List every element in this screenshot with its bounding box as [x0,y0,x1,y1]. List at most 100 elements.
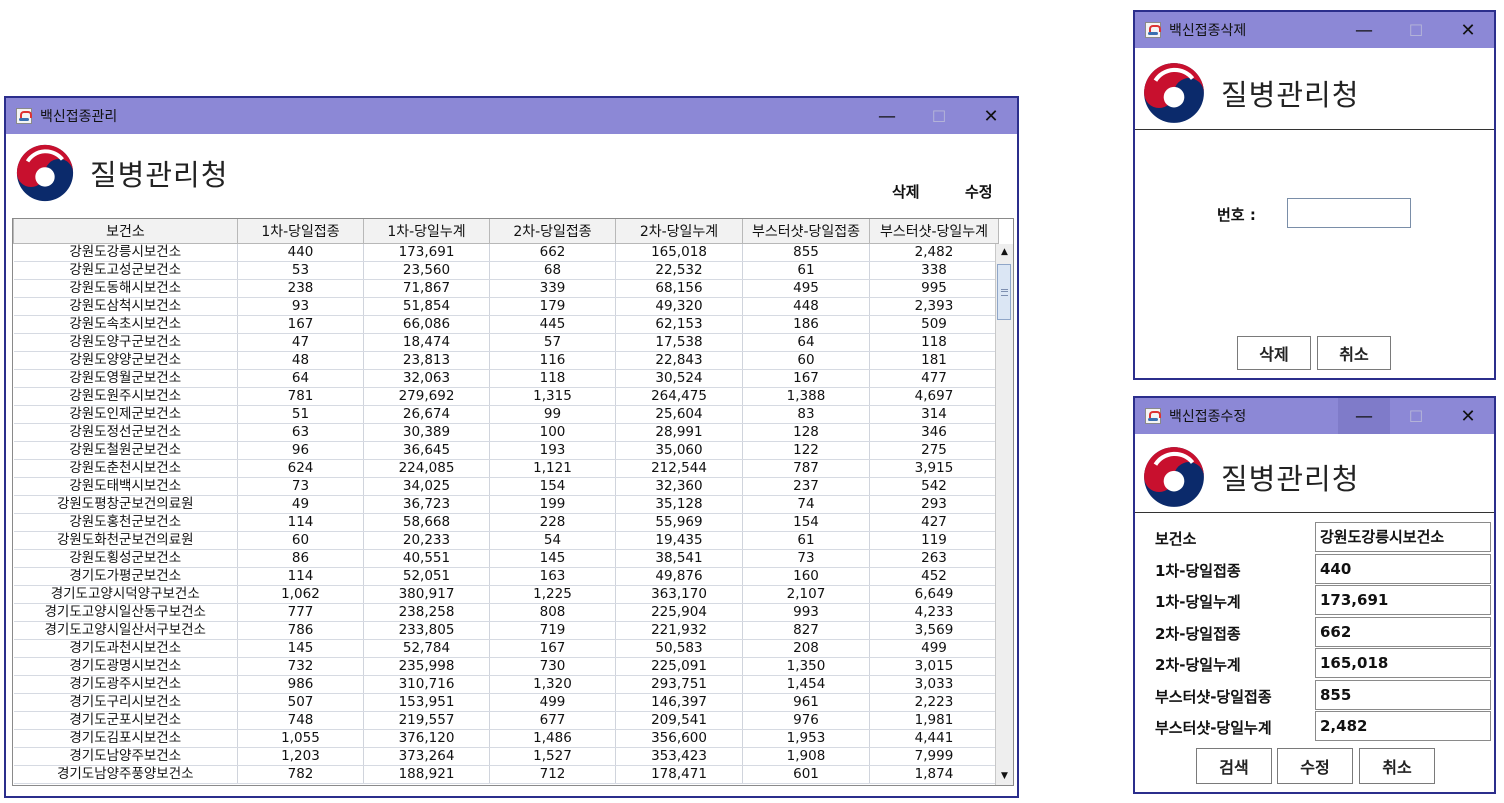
table-cell[interactable]: 212,544 [616,460,743,478]
vertical-scrollbar[interactable]: ▲ ▼ [995,244,1013,785]
table-cell[interactable]: 26,674 [364,406,490,424]
table-cell[interactable]: 55,969 [616,514,743,532]
table-cell[interactable]: 100 [490,424,616,442]
table-cell[interactable]: 228 [490,514,616,532]
minimize-button[interactable]: — [861,98,913,134]
table-cell[interactable]: 강원도인제군보건소 [14,406,238,424]
table-cell[interactable]: 199 [490,496,616,514]
table-cell[interactable]: 1,527 [490,748,616,766]
table-cell[interactable]: 경기도남양주보건소 [14,748,238,766]
table-cell[interactable]: 264,475 [616,388,743,406]
table-cell[interactable]: 3,015 [870,658,999,676]
table-cell[interactable]: 624 [238,460,364,478]
table-cell[interactable]: 1,225 [490,586,616,604]
table-cell[interactable]: 167 [238,316,364,334]
table-cell[interactable]: 35,060 [616,442,743,460]
table-row[interactable]: 강원도정선군보건소 63 30,389 100 28,991 128 346 [14,424,999,442]
table-row[interactable]: 경기도광주시보건소 986 310,716 1,320 293,751 1,454 3,03… [14,676,999,694]
table-cell[interactable]: 62,153 [616,316,743,334]
table-row[interactable]: 경기도광명시보건소 732 235,998 730 225,091 1,350 3,015 [14,658,999,676]
confirm-delete-button[interactable]: 삭제 [1237,336,1311,370]
table-cell[interactable]: 163 [490,568,616,586]
table-cell[interactable]: 380,917 [364,586,490,604]
table-cell[interactable]: 경기도고양시일산동구보건소 [14,604,238,622]
table-cell[interactable]: 경기도광주시보건소 [14,676,238,694]
scroll-thumb[interactable] [997,264,1011,320]
table-cell[interactable]: 66,086 [364,316,490,334]
table-cell[interactable]: 64 [743,334,870,352]
main-titlebar[interactable]: 백신접종관리 — ☐ ✕ [6,98,1017,134]
table-cell[interactable]: 38,541 [616,550,743,568]
table-cell[interactable]: 114 [238,514,364,532]
table-cell[interactable]: 1,121 [490,460,616,478]
close-button[interactable]: ✕ [1442,398,1494,434]
table-cell[interactable]: 1,320 [490,676,616,694]
scroll-down-icon[interactable]: ▼ [996,768,1013,785]
table-cell[interactable]: 3,915 [870,460,999,478]
table-cell[interactable]: 781 [238,388,364,406]
table-cell[interactable]: 경기도고양시일산서구보건소 [14,622,238,640]
table-row[interactable]: 강원도삼척시보건소 93 51,854 179 49,320 448 2,393 [14,298,999,316]
table-cell[interactable]: 57 [490,334,616,352]
delete-titlebar[interactable]: 백신접종삭제 — ☐ ✕ [1135,12,1494,48]
table-cell[interactable]: 52,784 [364,640,490,658]
table-cell[interactable]: 강원도철원군보건소 [14,442,238,460]
table-cell[interactable]: 719 [490,622,616,640]
table-cell[interactable]: 995 [870,280,999,298]
column-header[interactable]: 2차-당일접종 [490,219,616,244]
delete-button[interactable]: 삭제 [886,180,926,203]
table-cell[interactable]: 61 [743,262,870,280]
table-cell[interactable]: 263 [870,550,999,568]
table-cell[interactable]: 160 [743,568,870,586]
table-cell[interactable]: 23,560 [364,262,490,280]
vaccination-table[interactable]: 보건소 1차-당일접종 1차-당일누계 2차-당일접종 2차-당일누계 부스터샷-당일접종… [12,218,1014,786]
table-cell[interactable]: 677 [490,712,616,730]
table-cell[interactable]: 49,320 [616,298,743,316]
column-header[interactable]: 부스터샷-당일접종 [743,219,870,244]
table-cell[interactable]: 58,668 [364,514,490,532]
table-cell[interactable]: 2,482 [870,244,999,262]
field-input[interactable]: 2,482 [1315,711,1491,741]
table-cell[interactable]: 36,723 [364,496,490,514]
table-cell[interactable]: 225,904 [616,604,743,622]
table-row[interactable]: 강원도인제군보건소 51 26,674 99 25,604 83 314 [14,406,999,424]
table-cell[interactable]: 186 [743,316,870,334]
table-row[interactable]: 경기도구리시보건소 507 153,951 499 146,397 961 2,223 [14,694,999,712]
table-cell[interactable]: 19,435 [616,532,743,550]
column-header[interactable]: 2차-당일누계 [616,219,743,244]
table-cell[interactable]: 18,474 [364,334,490,352]
table-cell[interactable]: 786 [238,622,364,640]
table-cell[interactable]: 강원도양양군보건소 [14,352,238,370]
table-cell[interactable]: 25,604 [616,406,743,424]
table-cell[interactable]: 440 [238,244,364,262]
maximize-button[interactable]: ☐ [913,98,965,134]
table-cell[interactable]: 499 [490,694,616,712]
table-cell[interactable]: 강원도태백시보건소 [14,478,238,496]
table-cell[interactable]: 강원도화천군보건의료원 [14,532,238,550]
column-header[interactable]: 1차-당일접종 [238,219,364,244]
scroll-up-icon[interactable]: ▲ [996,244,1013,261]
column-header[interactable]: 보건소 [14,219,238,244]
table-cell[interactable]: 22,843 [616,352,743,370]
table-cell[interactable]: 509 [870,316,999,334]
table-cell[interactable]: 146,397 [616,694,743,712]
table-cell[interactable]: 강원도속초시보건소 [14,316,238,334]
table-cell[interactable]: 51,854 [364,298,490,316]
table-cell[interactable]: 827 [743,622,870,640]
table-row[interactable]: 강원도평창군보건의료원 49 36,723 199 35,128 74 293 [14,496,999,514]
table-cell[interactable]: 경기도김포시보건소 [14,730,238,748]
table-cell[interactable]: 275 [870,442,999,460]
edit-titlebar[interactable]: 백신접종수정 — ☐ ✕ [1135,398,1494,434]
table-cell[interactable]: 강원도홍천군보건소 [14,514,238,532]
table-cell[interactable]: 1,981 [870,712,999,730]
table-row[interactable]: 강원도태백시보건소 73 34,025 154 32,360 237 542 [14,478,999,496]
table-cell[interactable]: 강원도횡성군보건소 [14,550,238,568]
table-cell[interactable]: 173,691 [364,244,490,262]
table-cell[interactable]: 154 [743,514,870,532]
table-row[interactable]: 경기도고양시일산동구보건소 777 238,258 808 225,904 993 4,23… [14,604,999,622]
table-cell[interactable]: 63 [238,424,364,442]
table-cell[interactable]: 338 [870,262,999,280]
cancel-button[interactable]: 취소 [1359,748,1435,784]
table-cell[interactable]: 238,258 [364,604,490,622]
table-cell[interactable]: 2,107 [743,586,870,604]
